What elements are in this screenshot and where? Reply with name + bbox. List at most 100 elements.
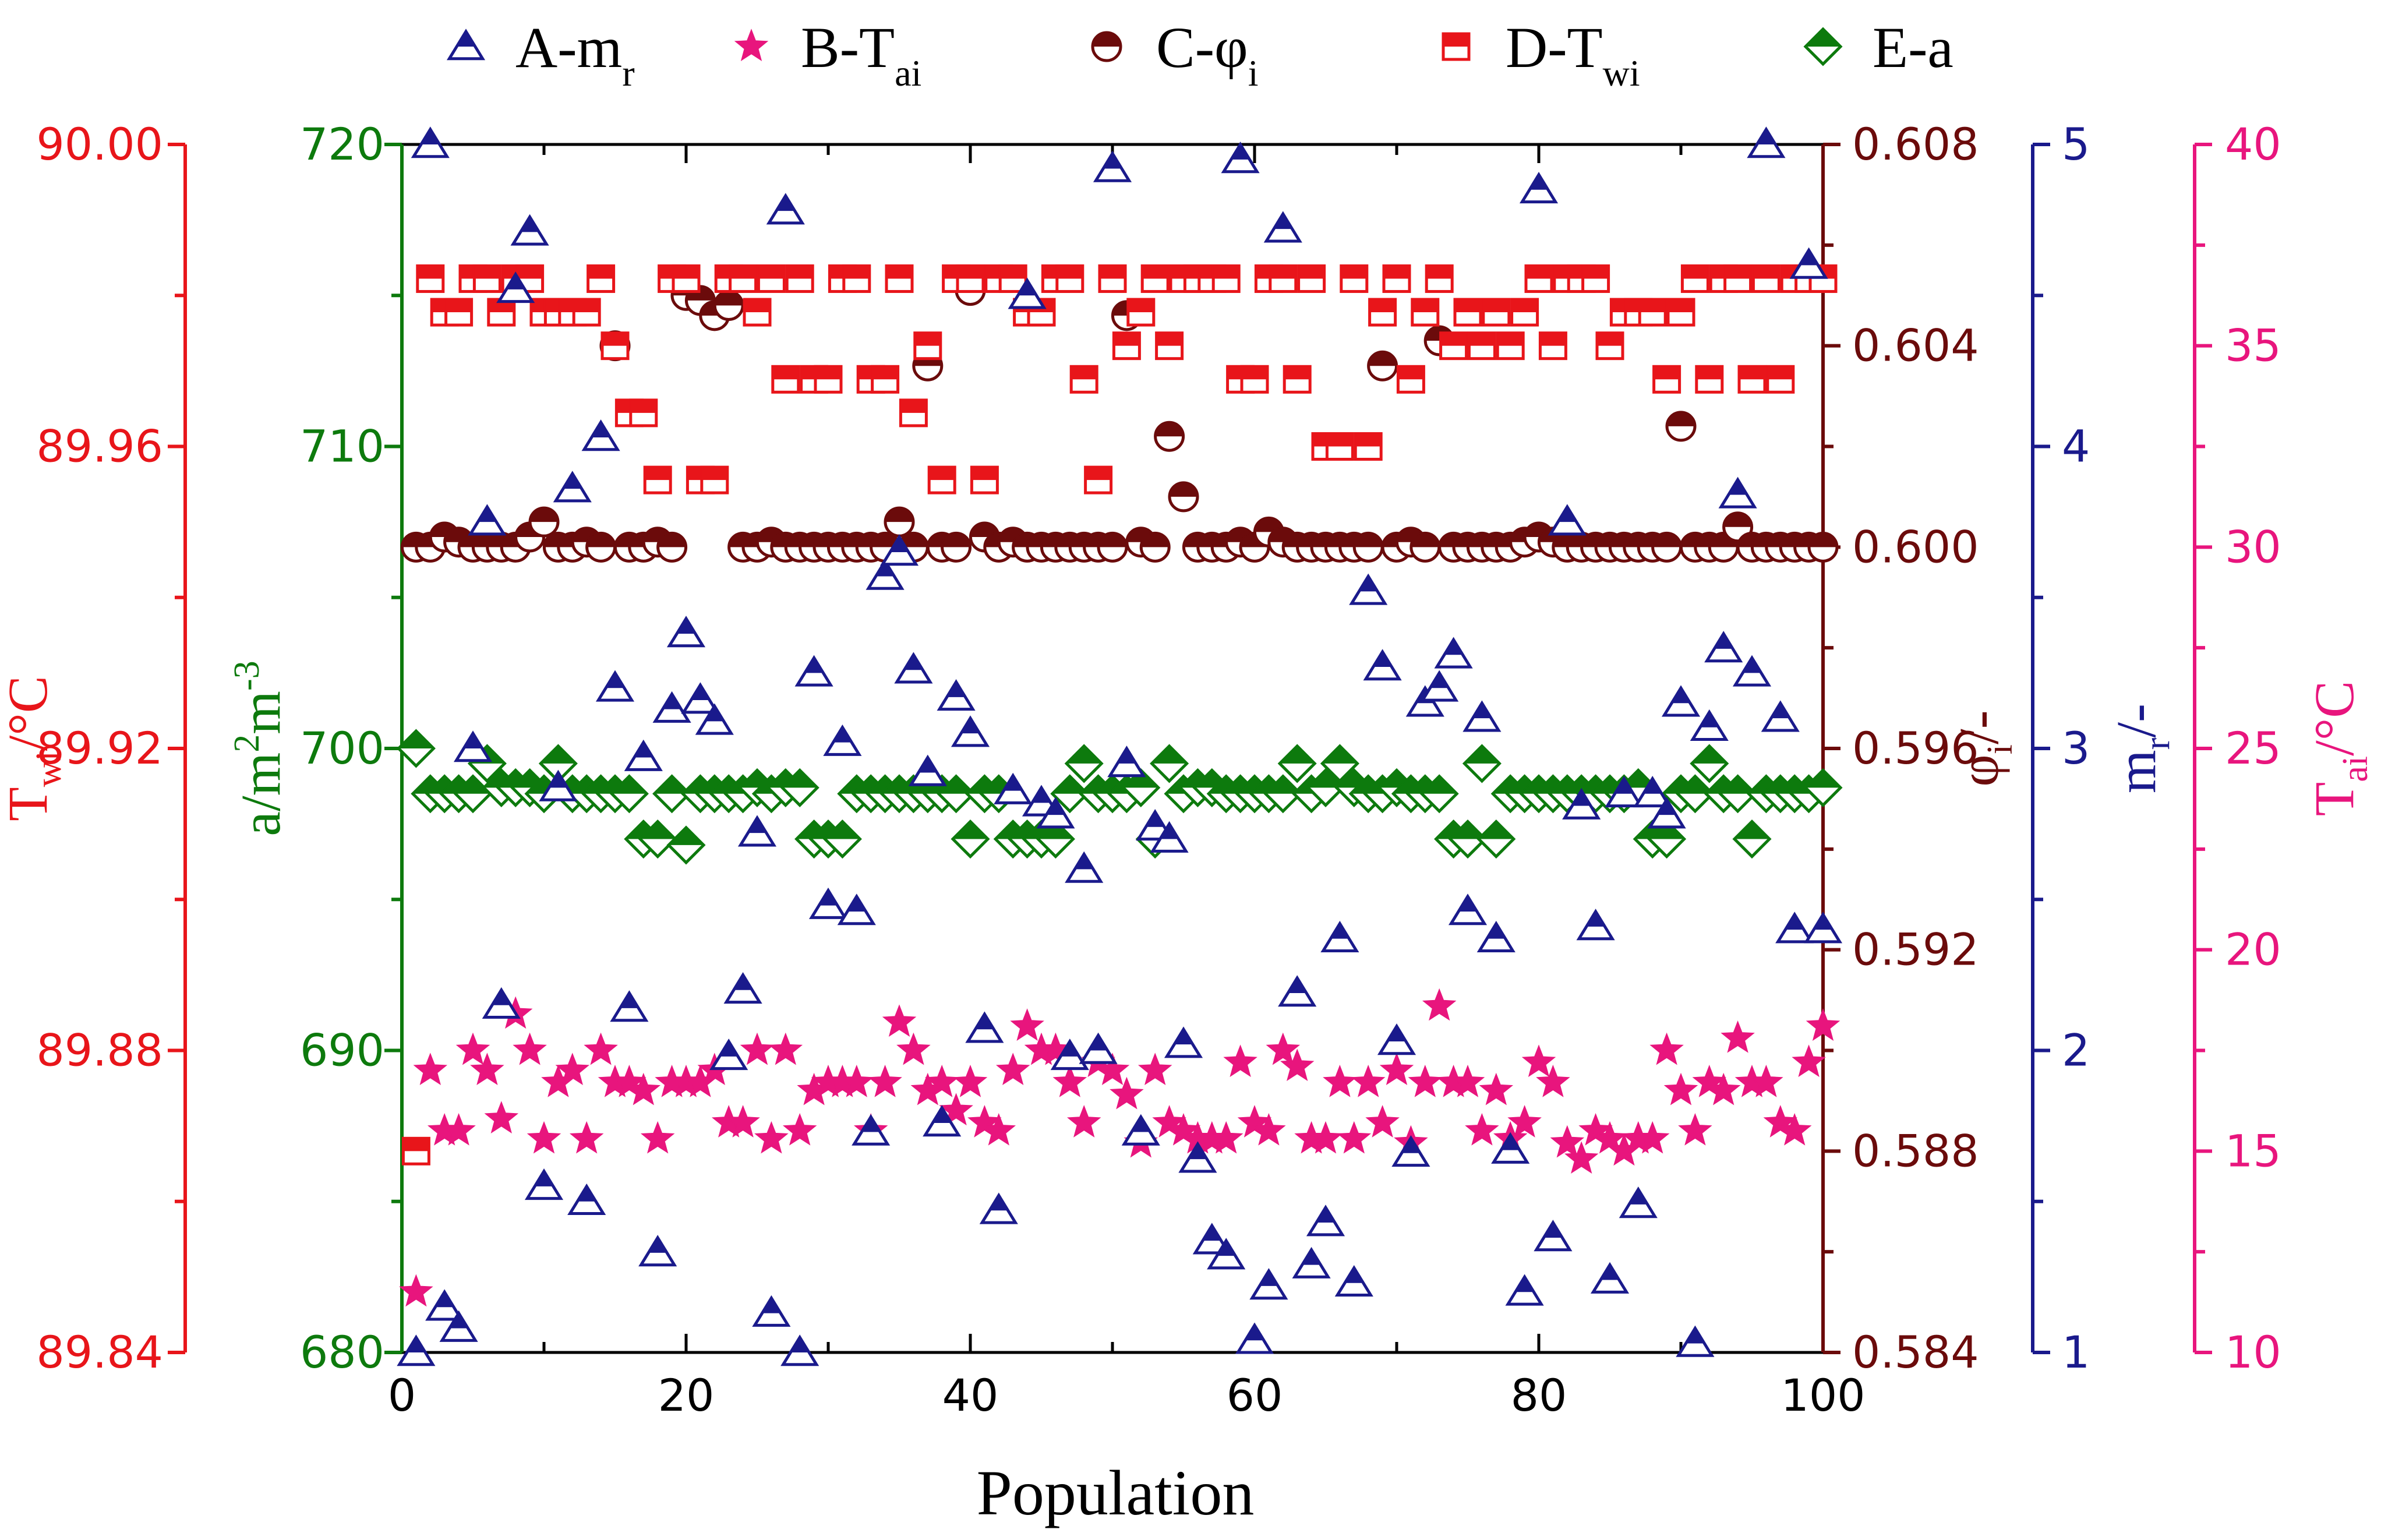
y-tick-label: 0.604 xyxy=(1852,320,1979,372)
legend-item-A: A-mr xyxy=(446,15,635,94)
data-point-B xyxy=(1010,1008,1044,1041)
legend-marker xyxy=(734,29,769,61)
data-point-A xyxy=(1519,171,1559,204)
data-point-B xyxy=(413,1052,448,1085)
data-point-D xyxy=(1652,365,1681,394)
data-point-A xyxy=(951,715,990,747)
y-tick-label: 2 xyxy=(2062,1025,2090,1076)
data-point-B xyxy=(1223,1044,1257,1078)
data-point-A xyxy=(1732,655,1772,687)
data-point-A xyxy=(1476,920,1515,952)
y-tick-label: 25 xyxy=(2225,722,2281,774)
data-point-D xyxy=(1695,365,1724,394)
data-point-B xyxy=(640,1121,675,1154)
data-point-D xyxy=(1510,298,1539,327)
data-point-A xyxy=(1263,211,1302,243)
y-axis-title: mr/- xyxy=(2105,704,2177,793)
data-point-A xyxy=(1221,142,1260,174)
data-point-C xyxy=(870,531,901,563)
data-point-B xyxy=(1152,1105,1186,1138)
data-point-A xyxy=(737,815,777,847)
data-point-A xyxy=(1676,1325,1715,1357)
x-tick-label: 40 xyxy=(942,1369,999,1421)
data-point-D xyxy=(1098,264,1127,293)
data-point-B xyxy=(1806,1008,1840,1041)
data-point-D xyxy=(1140,264,1170,293)
data-point-A xyxy=(624,739,663,771)
data-point-D xyxy=(672,264,701,293)
plot-frame: 0 20 40 60 80 100 xyxy=(388,143,1866,1421)
y-tick-label: 0.592 xyxy=(1852,924,1979,976)
data-point-D xyxy=(1638,298,1667,327)
data-point-A xyxy=(1008,277,1047,309)
data-point-B xyxy=(1792,1044,1826,1078)
data-point-B xyxy=(1578,1113,1613,1146)
data-point-A xyxy=(1235,1322,1274,1354)
data-point-A xyxy=(1434,637,1473,669)
data-point-B xyxy=(868,1065,902,1097)
data-point-B xyxy=(1465,1113,1499,1146)
y-axis-tai: 10 15 20 25 30 35 40 Tai/°C xyxy=(2193,118,2375,1378)
x-axis-title: Population xyxy=(977,1457,1255,1528)
y-tick-label: 20 xyxy=(2225,924,2281,976)
data-point-D xyxy=(1240,365,1269,394)
data-point-E xyxy=(937,774,976,814)
data-point-B xyxy=(527,1121,561,1154)
data-point-A xyxy=(780,1334,819,1366)
data-point-D xyxy=(771,365,800,394)
data-point-D xyxy=(629,398,658,428)
data-point-D xyxy=(1666,298,1695,327)
data-point-D xyxy=(1723,264,1753,293)
data-point-A xyxy=(1548,504,1587,536)
y-tick-label: 5 xyxy=(2062,118,2090,170)
data-point-B xyxy=(1280,1048,1315,1082)
data-point-D xyxy=(643,465,672,495)
data-point-A xyxy=(610,990,649,1022)
data-point-B xyxy=(1663,1072,1698,1105)
data-point-D xyxy=(785,264,814,293)
data-point-A xyxy=(1775,912,1814,944)
data-point-A xyxy=(1079,1032,1118,1064)
data-point-D xyxy=(1467,331,1496,361)
data-point-D xyxy=(472,264,501,293)
data-point-B xyxy=(1351,1065,1386,1097)
data-point-A xyxy=(1619,1186,1658,1218)
data-point-A xyxy=(1065,851,1104,883)
data-point-E xyxy=(1277,744,1317,783)
legend-label-main: C-φ xyxy=(1156,15,1248,80)
data-point-A xyxy=(965,1011,1004,1043)
data-point-A xyxy=(397,1334,436,1366)
data-point-B xyxy=(1422,988,1457,1021)
x-tick-label: 0 xyxy=(388,1369,416,1421)
data-point-E xyxy=(1462,744,1502,783)
data-point-C xyxy=(1097,531,1128,563)
data-point-D xyxy=(1595,331,1624,361)
data-point-D xyxy=(1325,432,1354,461)
data-point-D xyxy=(1340,264,1369,293)
data-point-D xyxy=(700,465,729,495)
data-point-B xyxy=(1308,1121,1343,1154)
legend-label: C-φi xyxy=(1156,15,1259,94)
data-point-A xyxy=(1803,912,1843,944)
y-axis-title: a/m2m-3 xyxy=(227,660,292,836)
data-point-A xyxy=(866,558,905,590)
series-A xyxy=(397,126,1843,1366)
data-point-A xyxy=(510,214,549,246)
data-point-B xyxy=(896,1032,931,1065)
data-point-B xyxy=(1095,1052,1130,1085)
data-point-D xyxy=(1766,365,1795,394)
data-point-D xyxy=(1112,331,1141,361)
data-point-B xyxy=(1749,1065,1783,1097)
data-point-C xyxy=(941,531,972,563)
data-point-B xyxy=(768,1032,803,1065)
axis-title-tail: /°C xyxy=(0,676,59,751)
y-tick-label: 720 xyxy=(300,118,384,170)
data-point-A xyxy=(553,471,592,503)
data-point-D xyxy=(729,264,758,293)
legend-item-B: B-Tai xyxy=(734,15,921,94)
y-tick-label: 90.00 xyxy=(36,118,163,170)
data-point-D xyxy=(572,298,601,327)
y-axis-twi: 89.84 89.88 89.92 89.96 90.00 Twi/°C xyxy=(0,118,187,1378)
data-point-E xyxy=(1050,774,1090,814)
